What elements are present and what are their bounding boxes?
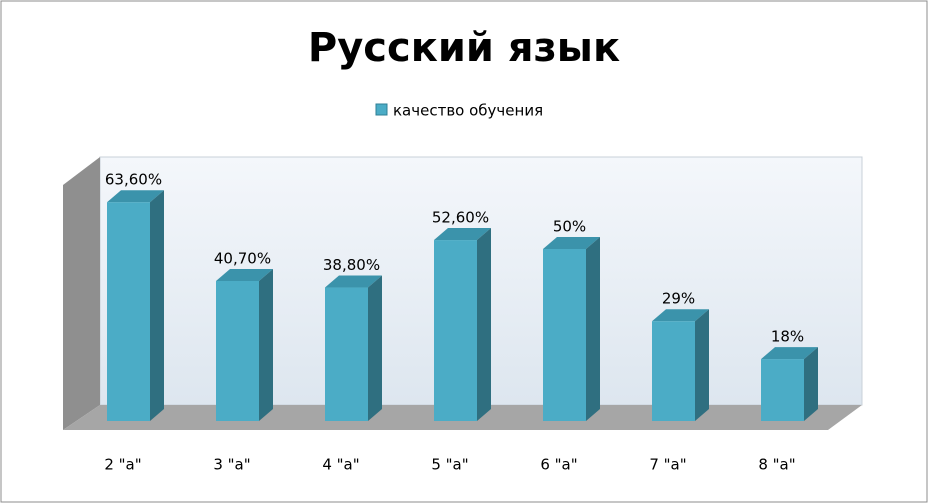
- legend-label: качество обучения: [393, 102, 543, 120]
- bar-top: [107, 190, 164, 203]
- legend: качество обучения: [375, 102, 543, 120]
- value-label: 52,60%: [432, 209, 489, 227]
- bar-top: [543, 237, 600, 249]
- x-tick-label: 6 "а": [540, 456, 577, 474]
- bar-side: [695, 309, 709, 421]
- bar-top: [652, 309, 709, 322]
- bar-side: [586, 237, 600, 421]
- x-tick-label: 2 "а": [104, 456, 141, 474]
- bar-top: [434, 228, 491, 241]
- bar: [761, 359, 804, 421]
- x-tick-label: 4 "а": [322, 456, 359, 474]
- chart-title: Русский язык: [308, 25, 620, 71]
- value-label: 18%: [771, 328, 804, 346]
- bar: [434, 240, 477, 421]
- bar: [325, 287, 368, 421]
- bar-top: [325, 275, 382, 288]
- legend-swatch: [375, 103, 388, 116]
- bar-side: [150, 190, 164, 421]
- bar: [543, 249, 586, 421]
- side-wall: [63, 157, 100, 430]
- bar-side: [259, 268, 273, 421]
- x-tick-label: 5 "а": [431, 456, 468, 474]
- value-label: 63,60%: [105, 171, 162, 189]
- value-label: 38,80%: [323, 256, 380, 274]
- bar: [107, 202, 150, 421]
- value-label: 29%: [662, 290, 695, 308]
- bar: [652, 321, 695, 421]
- bar-top: [761, 347, 818, 360]
- bar-top: [216, 268, 273, 281]
- x-tick-label: 8 "а": [758, 456, 795, 474]
- bar: [216, 280, 259, 421]
- bar-side: [804, 347, 818, 421]
- value-label: 40,70%: [214, 249, 271, 267]
- x-tick-label: 7 "а": [649, 456, 686, 474]
- bar-side: [477, 228, 491, 421]
- x-tick-label: 3 "а": [213, 456, 250, 474]
- bar-side: [368, 275, 382, 421]
- value-label: 50%: [553, 218, 586, 236]
